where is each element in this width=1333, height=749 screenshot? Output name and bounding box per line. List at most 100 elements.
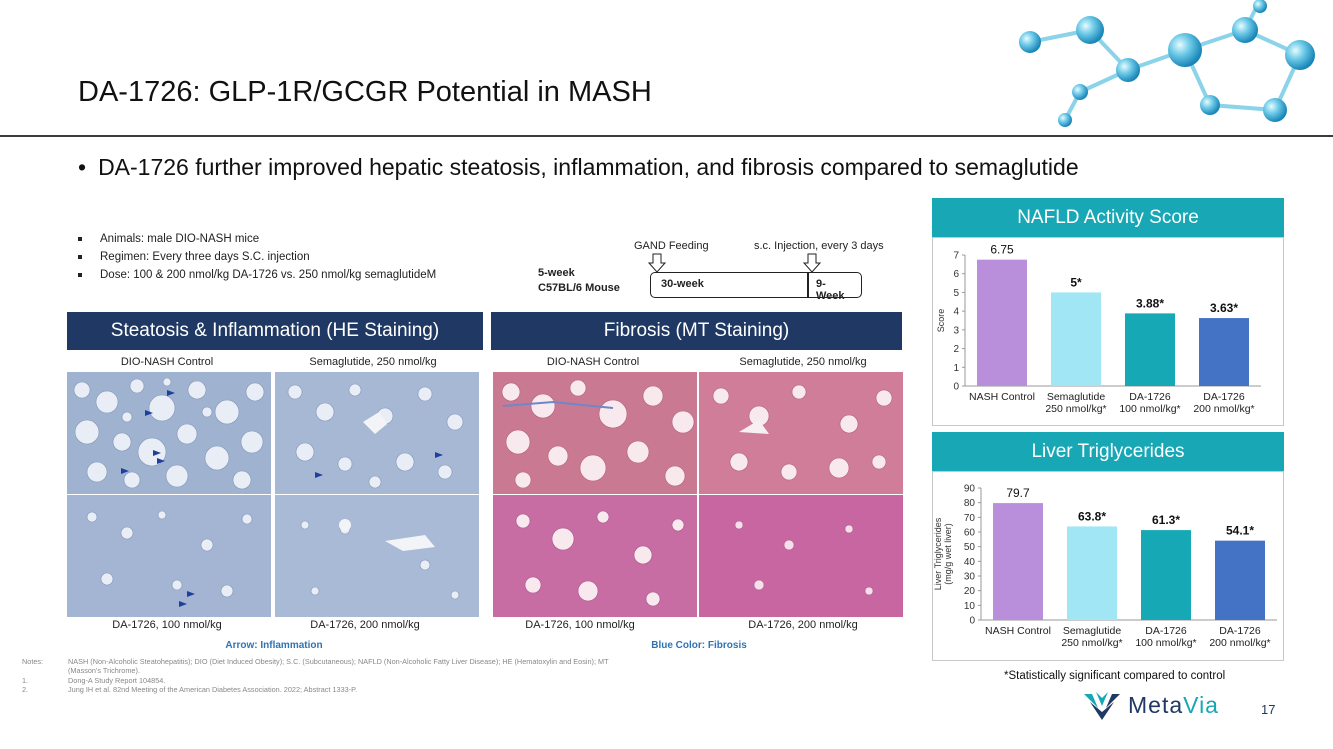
timeline-start-strain: C57BL/6 Mouse: [538, 282, 620, 294]
y-tick-label: 0: [953, 382, 959, 393]
he-label-da1726-200: DA-1726, 200 nmol/kg: [310, 619, 420, 631]
x-tick-label: NASH Control: [985, 625, 1051, 637]
timeline-phase-feeding: 30-week: [650, 272, 808, 298]
bar-0: [993, 503, 1043, 620]
footnote-key: 2.: [22, 684, 29, 694]
y-tick-label: 70: [964, 513, 976, 524]
data-label-1: 63.8*: [1078, 509, 1106, 523]
footnote-key: 1.: [22, 675, 29, 685]
y-tick-label: 20: [964, 586, 976, 597]
bar-3: [1215, 540, 1265, 620]
nafld-chart-svg: 0 1 2 3 4 5 6 7 Score 6.75 NASH Control 5* Semagluti…: [936, 243, 1261, 415]
nafld-chart-header: NAFLD Activity Score: [932, 198, 1284, 237]
mt-panel-header: Fibrosis (MT Staining): [491, 312, 902, 350]
tg-chart-svg: 0 10 20 30 40 50 60 70 80 90 Liver Triglycerides (m…: [933, 484, 1277, 649]
page-number: 17: [1261, 702, 1276, 717]
study-detail-dose: Dose: 100 & 200 nmol/kg DA-1726 vs. 250 …: [76, 266, 436, 284]
y-tick-label: 90: [964, 484, 976, 495]
x-tick-label: Semaglutide: [1063, 625, 1122, 637]
nafld-chart: 0 1 2 3 4 5 6 7 Score 6.75 NASH Control 5* Semagluti…: [932, 237, 1284, 426]
footnote-abbreviations: Notes: NASH (Non-Alcoholic Steatohepatit…: [22, 657, 628, 676]
metavia-logo-text: MetaVia: [1128, 692, 1219, 719]
footnote-text: Dong-A Study Report 104854.: [68, 675, 166, 685]
x-tick-label: DA-1726: [1129, 391, 1171, 403]
footnote-text: Jung IH et al. 82nd Meeting of the Ameri…: [68, 684, 358, 694]
footnote-1: 1. Dong-A Study Report 104854.: [22, 676, 628, 685]
y-tick-label: 5: [953, 288, 959, 299]
study-detail-regimen: Regimen: Every three days S.C. injection: [76, 248, 436, 266]
footnotes: Notes: NASH (Non-Alcoholic Steatohepatit…: [22, 657, 628, 694]
y-tick-label: 0: [969, 616, 975, 627]
he-image-semaglutide: [275, 372, 479, 494]
y-tick-label: 2: [953, 344, 959, 355]
x-tick-label: 200 nmol/kg*: [1209, 637, 1270, 649]
study-detail-animals: Animals: male DIO-NASH mice: [76, 230, 436, 248]
y-tick-label: 3: [953, 325, 959, 336]
gand-arrow-icon: [648, 253, 666, 273]
study-timeline: 5-week C57BL/6 Mouse GAND Feeding s.c. I…: [530, 236, 910, 306]
x-tick-label: 250 nmol/kg*: [1045, 403, 1106, 415]
he-image-control: [67, 372, 271, 494]
he-label-control: DIO-NASH Control: [120, 356, 214, 368]
key-finding-text: DA-1726 further improved hepatic steatos…: [98, 154, 1079, 180]
y-tick-label: 60: [964, 528, 976, 539]
logo-via: Via: [1183, 692, 1219, 718]
mt-image-control: [493, 372, 697, 494]
he-caption: Arrow: Inflammation: [225, 640, 323, 651]
data-label-2: 61.3*: [1152, 513, 1180, 527]
tg-chart: 0 10 20 30 40 50 60 70 80 90 Liver Triglycerides (m…: [932, 471, 1284, 661]
y-tick-label: 4: [953, 307, 959, 318]
mt-label-control: DIO-NASH Control: [546, 356, 640, 368]
x-tick-label: DA-1726: [1219, 625, 1261, 637]
he-label-semaglutide: Semaglutide, 250 nmol/kg: [309, 356, 437, 368]
significance-note: *Statistically significant compared to c…: [1004, 670, 1226, 682]
he-image-da1726-100: [67, 495, 271, 617]
mt-image-semaglutide: [699, 372, 903, 494]
x-tick-label: 100 nmol/kg*: [1119, 403, 1180, 415]
mt-label-da1726-200: DA-1726, 200 nmol/kg: [748, 619, 858, 631]
timeline-gand-label: GAND Feeding: [634, 240, 709, 252]
y-tick-label: 40: [964, 557, 976, 568]
y-tick-label: 50: [964, 542, 976, 553]
x-tick-label: DA-1726: [1145, 625, 1187, 637]
he-panel-header: Steatosis & Inflammation (HE Staining): [67, 312, 483, 350]
bar-2: [1125, 313, 1175, 386]
y-tick-label: 10: [964, 601, 976, 612]
y-tick-label: 30: [964, 572, 976, 583]
key-finding-bullet: • DA-1726 further improved hepatic steato…: [78, 154, 1079, 180]
data-label-1: 5*: [1070, 275, 1082, 289]
x-tick-label: NASH Control: [969, 391, 1035, 403]
footnote-key: Notes:: [22, 657, 44, 666]
y-axis-label: (mg/g wet liver): [943, 523, 953, 585]
x-tick-label: 200 nmol/kg*: [1193, 403, 1254, 415]
he-image-da1726-200: [275, 495, 479, 617]
mt-label-semaglutide: Semaglutide, 250 nmol/kg: [739, 356, 867, 368]
bar-1: [1051, 292, 1101, 386]
x-tick-label: DA-1726: [1203, 391, 1245, 403]
x-tick-label: 250 nmol/kg*: [1061, 637, 1122, 649]
x-tick-label: Semaglutide: [1047, 391, 1106, 403]
timeline-start: 5-week C57BL/6 Mouse: [538, 266, 620, 296]
injection-arrow-icon: [803, 253, 821, 273]
data-label-2: 3.88*: [1136, 296, 1164, 310]
mt-image-da1726-200: [699, 495, 903, 617]
y-tick-label: 6: [953, 269, 959, 280]
mt-caption: Blue Color: Fibrosis: [651, 640, 747, 651]
data-label-0: 6.75: [990, 243, 1014, 257]
x-tick-label: 100 nmol/kg*: [1135, 637, 1196, 649]
molecule-graphic: [1019, 0, 1315, 127]
y-tick-label: 7: [953, 251, 959, 262]
bar-0: [977, 259, 1027, 386]
y-axis-label: Score: [936, 309, 946, 333]
y-axis-label: Liver Triglycerides: [933, 517, 943, 590]
timeline-phase-injection: 9-Week: [808, 272, 862, 302]
y-tick-label: 1: [953, 363, 959, 374]
metavia-logo-icon: [1084, 692, 1120, 720]
mt-label-da1726-100: DA-1726, 100 nmol/kg: [525, 619, 635, 631]
mt-image-da1726-100: [493, 495, 697, 617]
slide-title: DA-1726: GLP-1R/GCGR Potential in MASH: [78, 76, 652, 108]
logo-meta: Meta: [1128, 692, 1184, 718]
timeline-start-age: 5-week: [538, 267, 575, 279]
metavia-logo: MetaVia: [1082, 690, 1282, 724]
timeline-injection-label: s.c. Injection, every 3 days: [754, 240, 884, 252]
